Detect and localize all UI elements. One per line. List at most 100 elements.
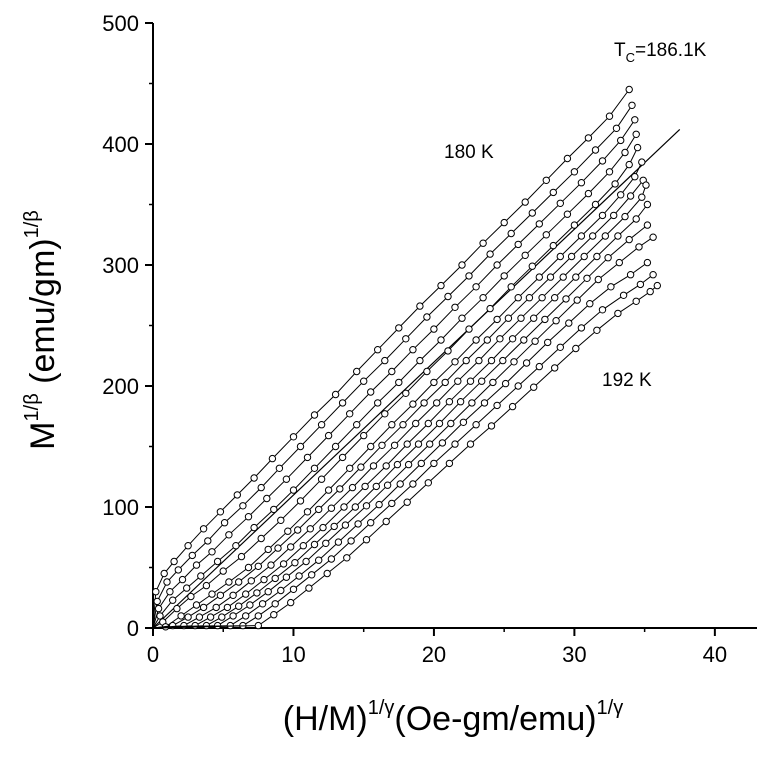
data-point xyxy=(279,560,288,568)
data-point xyxy=(430,325,438,333)
data-point xyxy=(264,588,272,596)
data-point xyxy=(626,271,635,279)
y-tick-label: 500 xyxy=(102,11,139,36)
label-192k: 192 K xyxy=(602,370,652,391)
data-point xyxy=(610,211,618,220)
data-point xyxy=(367,442,375,451)
data-point xyxy=(346,464,354,472)
data-point xyxy=(589,232,597,240)
data-point xyxy=(327,504,336,512)
data-point xyxy=(253,589,261,597)
data-point xyxy=(649,271,657,279)
data-point xyxy=(617,191,625,199)
data-point xyxy=(584,134,593,142)
data-point xyxy=(409,480,417,488)
data-point xyxy=(525,294,534,302)
series-line xyxy=(152,262,648,629)
data-point xyxy=(514,294,522,302)
data-point xyxy=(472,283,480,291)
y-tick-label: 100 xyxy=(102,495,139,520)
data-point xyxy=(486,304,494,313)
data-point xyxy=(274,544,282,552)
data-point xyxy=(324,486,333,494)
data-point xyxy=(445,398,454,406)
data-point xyxy=(257,483,265,492)
data-point xyxy=(462,356,470,365)
data-point xyxy=(417,459,425,468)
data-point xyxy=(267,561,275,569)
data-point xyxy=(635,243,643,251)
data-point xyxy=(369,462,378,470)
data-point xyxy=(420,399,428,407)
data-point xyxy=(433,399,441,407)
x-axis-title-base1: (H/M) xyxy=(283,700,368,738)
data-point xyxy=(451,303,459,311)
data-point xyxy=(310,411,319,419)
y-tick-label: 200 xyxy=(102,374,139,399)
data-point xyxy=(390,441,399,449)
data-point xyxy=(216,591,225,599)
data-point xyxy=(374,399,382,407)
data-point xyxy=(424,479,432,487)
data-point xyxy=(197,572,205,580)
data-point xyxy=(315,505,323,514)
data-point xyxy=(250,523,258,532)
data-point xyxy=(638,158,646,166)
data-point xyxy=(562,295,570,303)
data-point xyxy=(354,520,362,528)
data-point xyxy=(388,421,396,429)
data-point xyxy=(625,85,633,94)
data-point xyxy=(188,551,197,560)
data-point xyxy=(258,600,267,608)
data-point xyxy=(177,612,185,620)
data-point xyxy=(530,383,538,391)
data-point xyxy=(287,543,295,551)
series-188k xyxy=(152,233,657,630)
data-point xyxy=(289,486,298,494)
data-point xyxy=(291,559,299,567)
data-point xyxy=(212,603,220,612)
series-line xyxy=(152,236,654,629)
data-point xyxy=(341,521,350,529)
data-point xyxy=(483,336,491,344)
data-point xyxy=(472,421,480,429)
data-point xyxy=(591,146,600,154)
data-point xyxy=(593,252,601,261)
series-line xyxy=(152,179,644,629)
data-point xyxy=(487,422,496,430)
data-point xyxy=(649,233,657,241)
data-point xyxy=(598,306,607,314)
data-point xyxy=(268,454,277,463)
data-point xyxy=(395,378,403,387)
data-point xyxy=(601,232,609,240)
y-tick-label: 0 xyxy=(127,616,139,641)
data-point xyxy=(362,502,371,510)
data-point xyxy=(338,399,347,407)
series-181.5k xyxy=(152,130,640,629)
x-axis-title: (H/M)1/γ(Oe-gm/emu)1/γ xyxy=(283,697,623,738)
data-point xyxy=(220,519,229,527)
data-point xyxy=(625,160,633,169)
data-point xyxy=(242,590,250,598)
data-point xyxy=(246,601,254,609)
data-point xyxy=(244,513,253,521)
data-point xyxy=(591,200,600,209)
data-point xyxy=(374,346,382,354)
data-point xyxy=(403,440,411,448)
data-point xyxy=(638,193,646,201)
data-point xyxy=(154,604,163,613)
data-point xyxy=(360,377,368,385)
data-point xyxy=(531,337,539,345)
data-point xyxy=(334,538,343,546)
data-point xyxy=(598,157,607,165)
series-181k xyxy=(152,116,639,629)
data-point xyxy=(173,604,181,613)
data-point xyxy=(254,612,262,620)
series-line xyxy=(152,147,639,629)
data-point xyxy=(445,459,454,468)
data-point xyxy=(382,462,390,470)
data-point xyxy=(577,324,586,332)
data-point xyxy=(264,545,272,554)
data-point xyxy=(551,364,559,372)
data-point xyxy=(346,410,354,418)
